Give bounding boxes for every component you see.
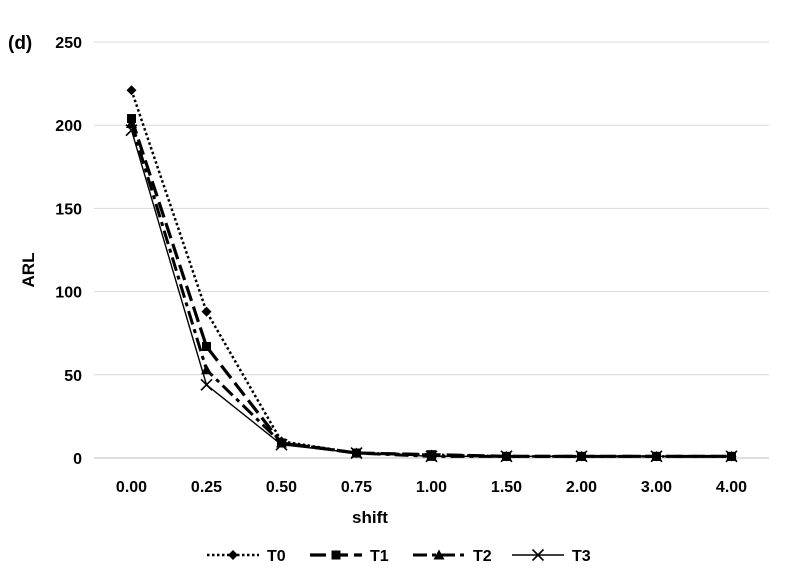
legend-marker [228,550,238,560]
data-point [125,124,138,137]
series-group [125,85,738,463]
x-tick-label: 0.25 [191,479,222,496]
legend-label: T1 [370,548,389,565]
data-point [202,342,211,352]
x-tick-label: 0.50 [266,479,297,496]
y-tick-label: 200 [55,118,82,135]
data-point [425,450,438,463]
legend-item: T1 [310,548,389,565]
data-point [126,85,137,96]
legend-item: T2 [413,548,492,565]
x-tick-label: 0.75 [341,479,372,496]
y-axis-title: ARL [19,253,38,288]
x-tick-label: 3.00 [641,479,672,496]
legend-label: T0 [267,548,286,565]
data-point [575,450,588,463]
y-tick-label: 50 [64,368,82,385]
legend-marker [531,548,545,562]
legend-item: T3 [512,548,591,565]
y-tick-label: 0 [73,451,82,468]
x-tick-label: 4.00 [716,479,747,496]
data-point [201,306,212,317]
data-point [350,446,363,460]
legend-label: T2 [473,548,492,565]
y-tick-label: 150 [55,201,82,218]
data-point [275,438,288,451]
x-axis-ticks: 0.00 0.25 0.50 0.75 1.00 1.50 2.00 3.00 4.00 [116,479,747,496]
x-tick-label: 2.00 [566,479,597,496]
legend-marker [433,549,445,560]
data-point [725,450,738,463]
data-point [201,364,212,375]
legend-item: T0 [207,548,286,565]
legend-marker [331,550,341,560]
legend: T0 T1 T2 T3 [207,548,591,565]
gridlines [94,41,769,376]
legend-label: T3 [572,548,591,565]
y-tick-label: 250 [55,35,82,52]
data-point [500,450,513,463]
x-axis-title: shift [352,508,388,527]
y-axis-ticks: 0 50 100 150 200 250 [55,35,82,468]
data-point [650,450,663,463]
y-tick-label: 100 [55,285,82,302]
panel-label: (d) [8,33,32,54]
series-T3 [125,124,738,463]
data-point [126,118,137,129]
x-tick-label: 0.00 [116,479,147,496]
x-tick-label: 1.00 [416,479,447,496]
data-point [200,378,213,391]
x-tick-label: 1.50 [491,479,522,496]
